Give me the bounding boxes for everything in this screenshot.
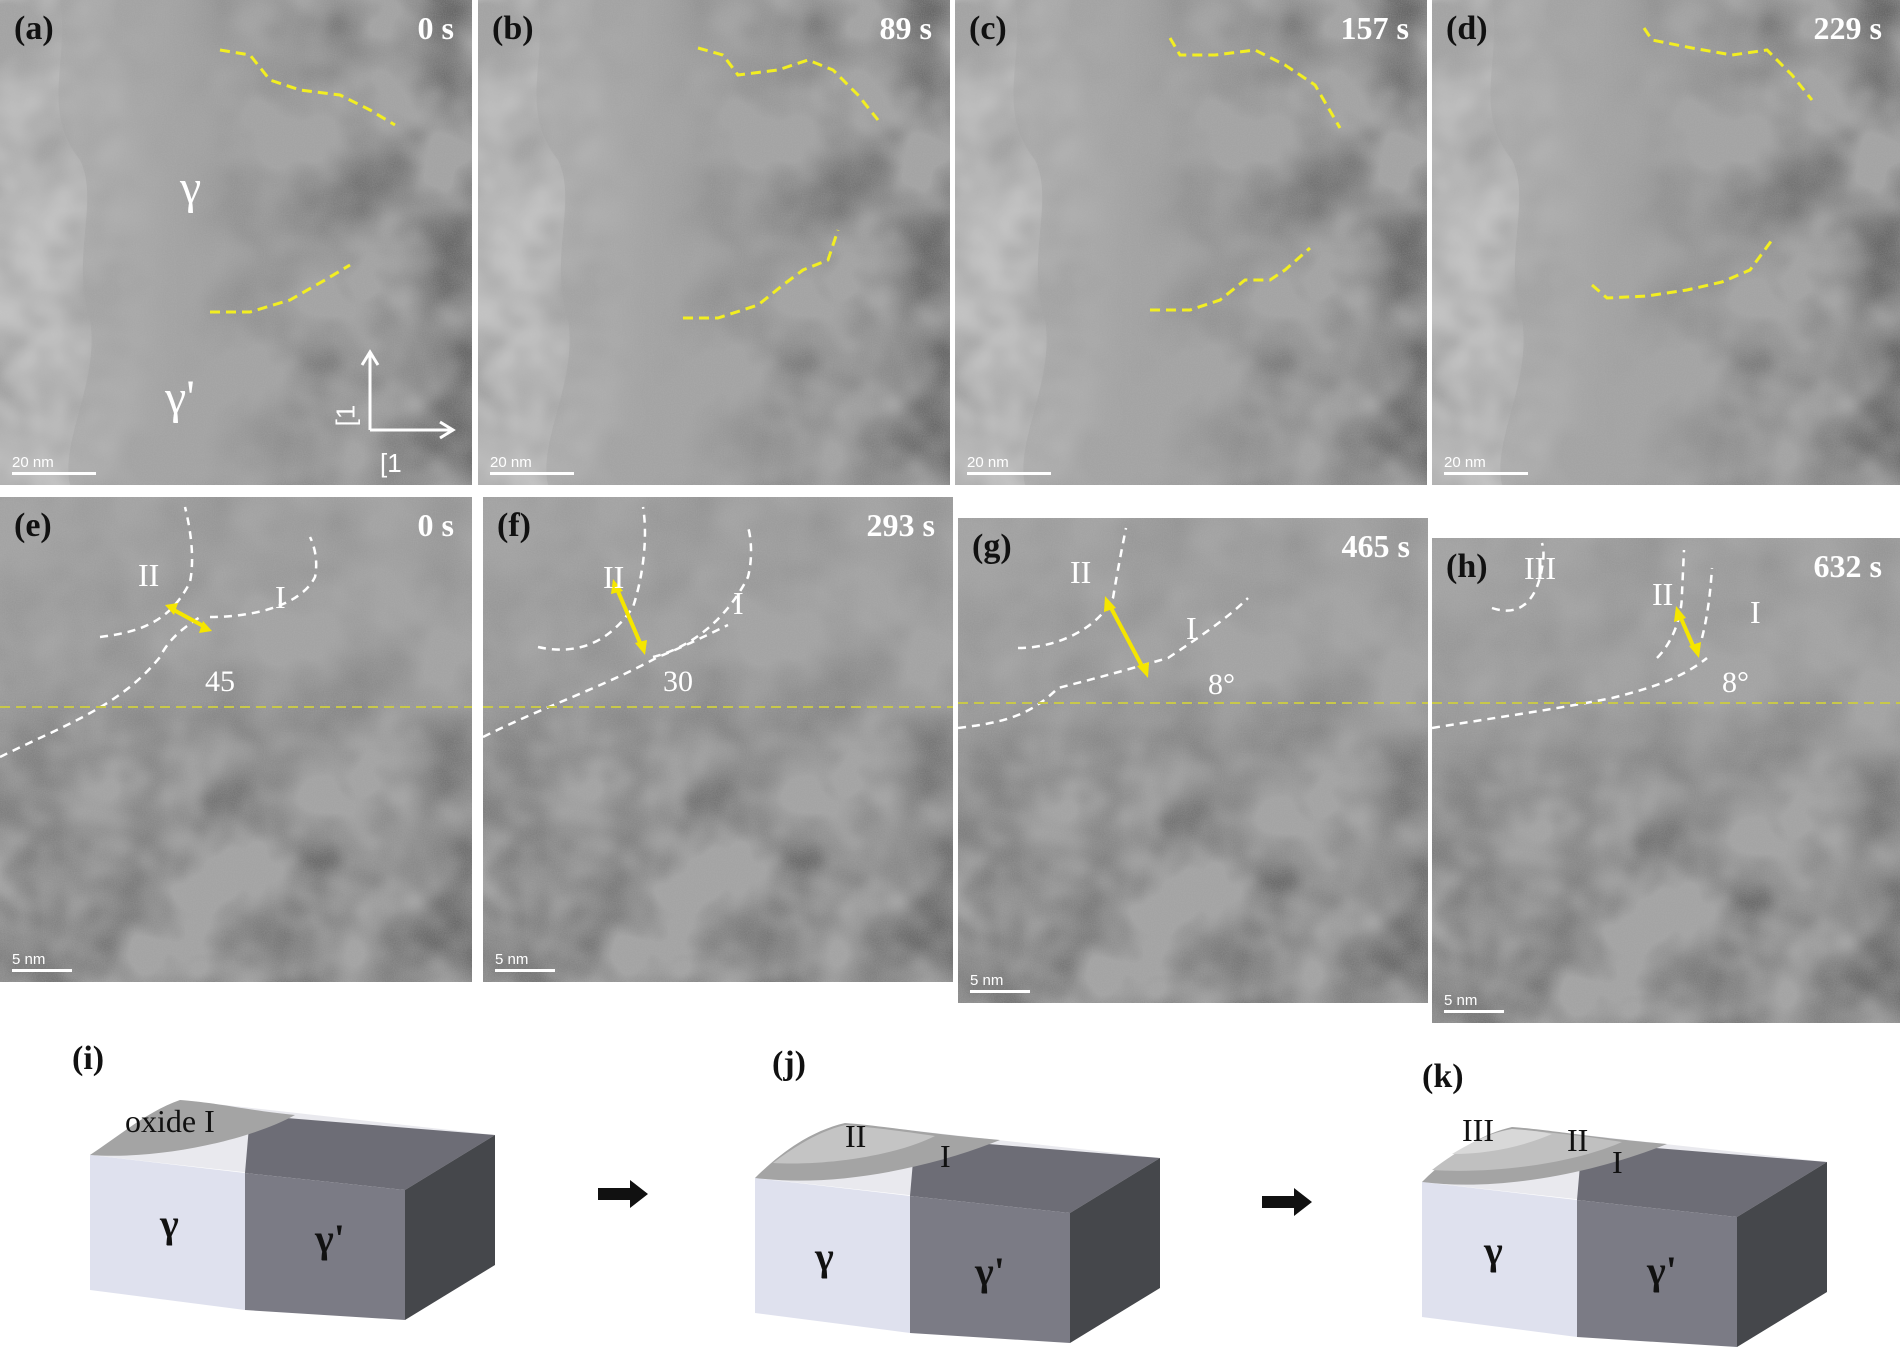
oxide-label-i: I	[940, 1138, 951, 1174]
gamma-label: γ	[815, 1234, 834, 1279]
panel-label: (d)	[1446, 10, 1488, 47]
oxide-label-iii: III	[1524, 550, 1556, 586]
scale-bar: 5 nm	[1444, 992, 1504, 1013]
scale-bar: 5 nm	[970, 972, 1030, 993]
gamma-prime-label: γ'	[315, 1216, 345, 1261]
oxide-label-ii: II	[1652, 576, 1674, 612]
micrograph-panel-b: (b) 89 s 20 nm	[478, 0, 950, 485]
gamma-prime-label: γ'	[165, 371, 195, 424]
schematic-block-k: III II I γ γ'	[1412, 1112, 1832, 1347]
gamma-label: γ	[1484, 1228, 1503, 1273]
scale-bar: 20 nm	[12, 454, 96, 475]
micrograph-panel-d: (d) 229 s 20 nm	[1432, 0, 1900, 485]
panel-label: (b)	[492, 10, 534, 47]
angle-label: 45	[205, 665, 235, 698]
time-stamp: 0 s	[417, 10, 454, 46]
oxide-label-ii: II	[845, 1118, 867, 1154]
panel-label: (g)	[972, 528, 1012, 565]
axis-label-vertical: [1	[330, 404, 361, 427]
angle-label: 8°	[1722, 666, 1749, 699]
schematic-label-j: (j)	[772, 1045, 806, 1082]
micrograph-panel-c: (c) 157 s 20 nm	[955, 0, 1427, 485]
micrograph-panel-g: (g) 465 s II I 8° 5 nm	[958, 518, 1428, 1003]
oxide-label-ii: II	[1567, 1122, 1589, 1158]
gamma-label: γ	[180, 161, 202, 214]
scale-bar: 20 nm	[490, 454, 574, 475]
right-arrow-icon	[1262, 1188, 1312, 1221]
oxide-label-iii: III	[1462, 1112, 1494, 1148]
time-stamp: 465 s	[1341, 528, 1410, 564]
oxide-label-ii: II	[1070, 554, 1092, 590]
oxide-label-i: I	[1612, 1144, 1623, 1180]
time-stamp: 632 s	[1813, 548, 1882, 584]
scale-bar: 20 nm	[967, 454, 1051, 475]
gamma-prime-label: γ'	[1647, 1248, 1677, 1293]
time-stamp: 157 s	[1340, 10, 1409, 46]
time-stamp: 229 s	[1813, 10, 1882, 46]
micrograph-panel-a: (a) 0 s γ γ' [1 [1 20 nm	[0, 0, 472, 485]
panel-label: (h)	[1446, 548, 1488, 585]
oxide-label-i: I	[733, 585, 744, 621]
time-stamp: 0 s	[417, 507, 454, 543]
micrograph-panel-e: (e) 0 s II I 45 5 nm	[0, 497, 472, 982]
scale-bar: 5 nm	[495, 951, 555, 972]
gamma-label: γ	[160, 1201, 179, 1246]
axis-label-horizontal: [1	[380, 448, 402, 478]
oxide-label-i: I	[1186, 610, 1197, 646]
micrograph-panel-h: (h) 632 s III II I 8° 5 nm	[1432, 538, 1900, 1023]
panel-label: (f)	[497, 507, 531, 544]
micrograph-panel-f: (f) 293 s II I 30 5 nm	[483, 497, 953, 982]
schematic-block-i: oxide I γ γ'	[80, 1085, 500, 1320]
gamma-prime-label: γ'	[975, 1249, 1005, 1294]
time-stamp: 293 s	[866, 507, 935, 543]
scale-bar: 5 nm	[12, 951, 72, 972]
angle-label: 30	[663, 665, 693, 698]
oxide-label-ii: II	[138, 557, 160, 593]
oxide-label-ii: II	[603, 559, 625, 595]
scale-bar: 20 nm	[1444, 454, 1528, 475]
right-arrow-icon	[598, 1180, 648, 1213]
panel-label: (c)	[969, 10, 1007, 47]
panel-label: (a)	[14, 10, 54, 47]
angle-label: 8°	[1208, 668, 1235, 701]
schematic-block-j: II I γ γ'	[745, 1108, 1165, 1343]
time-stamp: 89 s	[879, 10, 932, 46]
panel-label: (e)	[14, 507, 52, 544]
oxide-label-i: I	[275, 579, 286, 615]
schematic-label-i: (i)	[72, 1040, 105, 1077]
oxide-label: oxide I	[125, 1103, 215, 1139]
oxide-label-i: I	[1750, 594, 1761, 630]
schematic-label-k: (k)	[1422, 1058, 1464, 1095]
